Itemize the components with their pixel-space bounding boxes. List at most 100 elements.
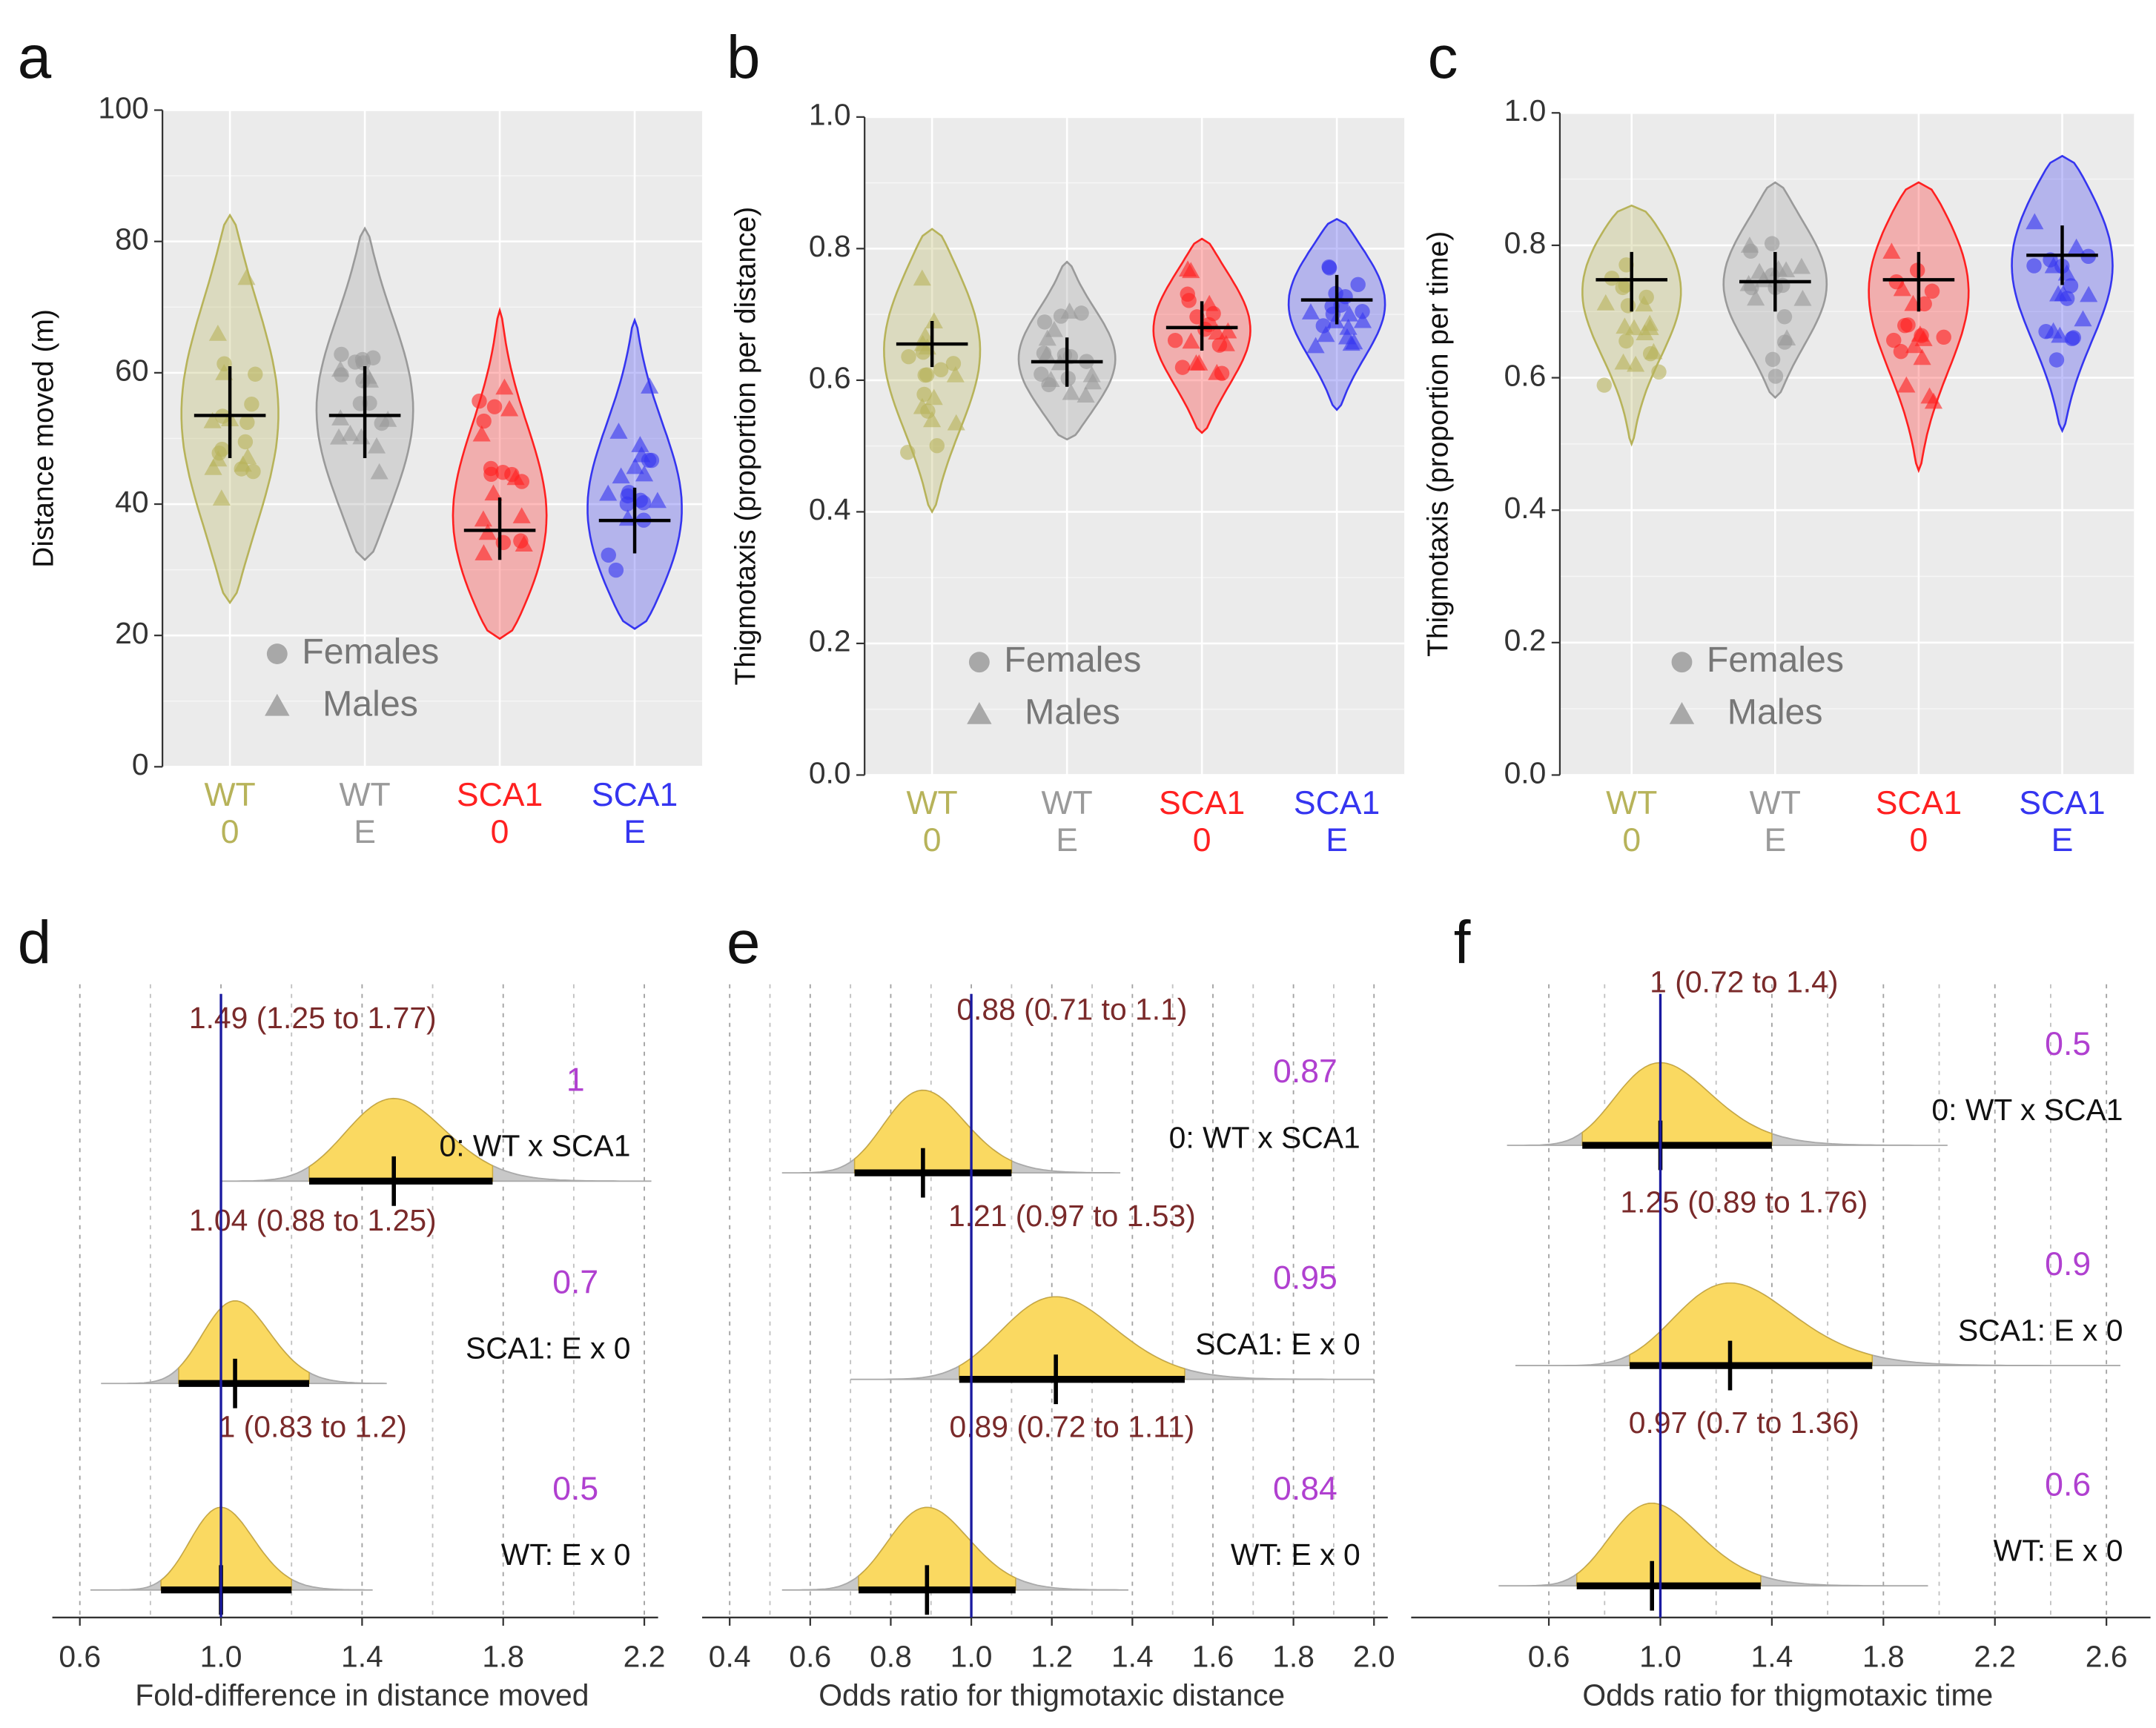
legend-female-marker	[266, 643, 288, 664]
x-category-label-line2: 0	[923, 822, 942, 858]
data-point-male	[1750, 262, 1769, 279]
data-point-female	[933, 362, 949, 377]
y-tick-label: 0.6	[809, 361, 851, 395]
data-point-male	[2074, 310, 2092, 327]
data-point-female	[1936, 329, 1951, 345]
panel-label: f	[1454, 909, 1471, 976]
estimate-label: 1.04 (0.88 to 1.25)	[189, 1203, 437, 1237]
y-tick-label: 0.2	[809, 624, 851, 658]
data-point-female	[1181, 293, 1197, 308]
data-point-male	[641, 377, 659, 394]
data-point-female	[1041, 377, 1056, 393]
data-point-male	[631, 436, 649, 452]
estimate-label: 1 (0.83 to 1.2)	[219, 1409, 407, 1443]
data-point-male	[1340, 305, 1359, 322]
data-point-male	[1208, 323, 1226, 340]
data-point-male	[2026, 213, 2044, 230]
x-tick-label: 2.0	[1353, 1639, 1395, 1673]
y-tick-label: 0.0	[1504, 755, 1547, 789]
x-category-label-line2: E	[1764, 822, 1786, 858]
legend-male-label: Males	[323, 683, 418, 724]
data-point-female	[1924, 283, 1940, 299]
data-point-female	[239, 414, 255, 431]
data-point-male	[484, 484, 503, 501]
posterior-density-ci	[1581, 1062, 1773, 1146]
data-point-male	[1616, 317, 1634, 334]
estimate-label: 1.25 (0.89 to 1.76)	[1620, 1185, 1868, 1219]
estimate-label: 1 (0.72 to 1.4)	[1650, 965, 1838, 999]
data-point-male	[599, 484, 618, 501]
data-point-male	[1306, 337, 1325, 354]
x-category-label: SCA1	[592, 777, 678, 813]
data-point-male	[204, 458, 222, 475]
data-point-male	[1911, 325, 1929, 342]
x-tick-label: 1.4	[341, 1639, 383, 1673]
x-category-label: SCA1	[1876, 785, 1962, 821]
legend-female-marker	[1671, 652, 1693, 673]
data-point-female	[214, 441, 230, 457]
data-point-male	[1792, 257, 1811, 274]
y-tick-label: 60	[115, 354, 148, 388]
data-point-male	[635, 465, 654, 482]
data-point-male	[2067, 238, 2086, 255]
posterior-density-ci	[853, 1089, 1013, 1173]
data-point-male	[331, 409, 350, 426]
data-point-male	[1342, 334, 1360, 351]
data-point-male	[648, 491, 667, 509]
data-point-female	[1174, 360, 1191, 375]
data-point-female	[486, 399, 503, 414]
data-point-female	[1167, 332, 1183, 348]
legend-female-label: Females	[1707, 640, 1844, 680]
data-point-male	[2044, 322, 2063, 339]
data-point-female	[1618, 333, 1634, 349]
x-category-label: WT	[1042, 785, 1093, 821]
probability-label: 0.84	[1273, 1471, 1337, 1507]
panel-c: 0.0 0.2 0.4 0.6 0.8 1.0 Thigmotaxis (proportio…	[1423, 24, 2134, 858]
x-category-label-line2: E	[1326, 822, 1348, 858]
x-tick-label: 1.0	[200, 1639, 242, 1673]
x-tick-label: 2.2	[1974, 1639, 2016, 1673]
posterior-density-ci	[178, 1300, 310, 1384]
x-category-label-line2: 0	[1910, 822, 1928, 858]
data-point-female	[1764, 236, 1780, 251]
y-tick-label: 20	[115, 616, 148, 650]
x-category-label: WT	[204, 777, 255, 813]
data-point-female	[237, 434, 254, 450]
data-point-female	[1900, 317, 1916, 333]
x-tick-label: 1.0	[1639, 1639, 1682, 1673]
y-tick-label: 0.0	[809, 755, 851, 789]
data-point-male	[2044, 256, 2063, 274]
data-point-female	[1639, 289, 1654, 305]
x-tick-label: 0.6	[59, 1639, 101, 1673]
data-point-female	[244, 396, 259, 412]
y-tick-label: 0.6	[1504, 358, 1547, 392]
x-category-label: WT	[339, 777, 390, 813]
data-point-male	[1636, 324, 1654, 341]
probability-label: 0.9	[2045, 1246, 2091, 1282]
legend-female-label: Females	[1004, 640, 1141, 680]
x-axis-title: Fold-difference in distance moved	[135, 1678, 589, 1712]
y-tick-label: 100	[98, 90, 148, 125]
data-point-female	[2064, 331, 2080, 347]
data-point-male	[2054, 285, 2072, 302]
y-tick-label: 80	[115, 222, 148, 256]
data-point-male	[506, 469, 525, 486]
data-point-male	[1614, 353, 1633, 370]
data-point-female	[513, 533, 529, 549]
data-point-male	[1747, 289, 1765, 306]
x-tick-label: 1.6	[1192, 1639, 1234, 1673]
estimate-label: 0.97 (0.7 to 1.36)	[1629, 1406, 1859, 1440]
panel-b: 0.0 0.2 0.4 0.6 0.8 1.0 Thigmotaxis (proportio…	[727, 24, 1405, 858]
data-point-female	[641, 452, 657, 469]
data-point-female	[1596, 377, 1612, 393]
x-category-label-line2: E	[624, 814, 646, 850]
data-point-male	[1179, 260, 1197, 277]
data-point-female	[1618, 277, 1633, 293]
data-point-male	[1077, 386, 1095, 403]
x-category-label: WT	[1606, 785, 1657, 821]
posterior-density-ci	[1575, 1503, 1762, 1586]
data-point-male	[370, 463, 388, 480]
x-category-label-line2: E	[354, 814, 376, 850]
data-point-male	[1060, 302, 1079, 319]
